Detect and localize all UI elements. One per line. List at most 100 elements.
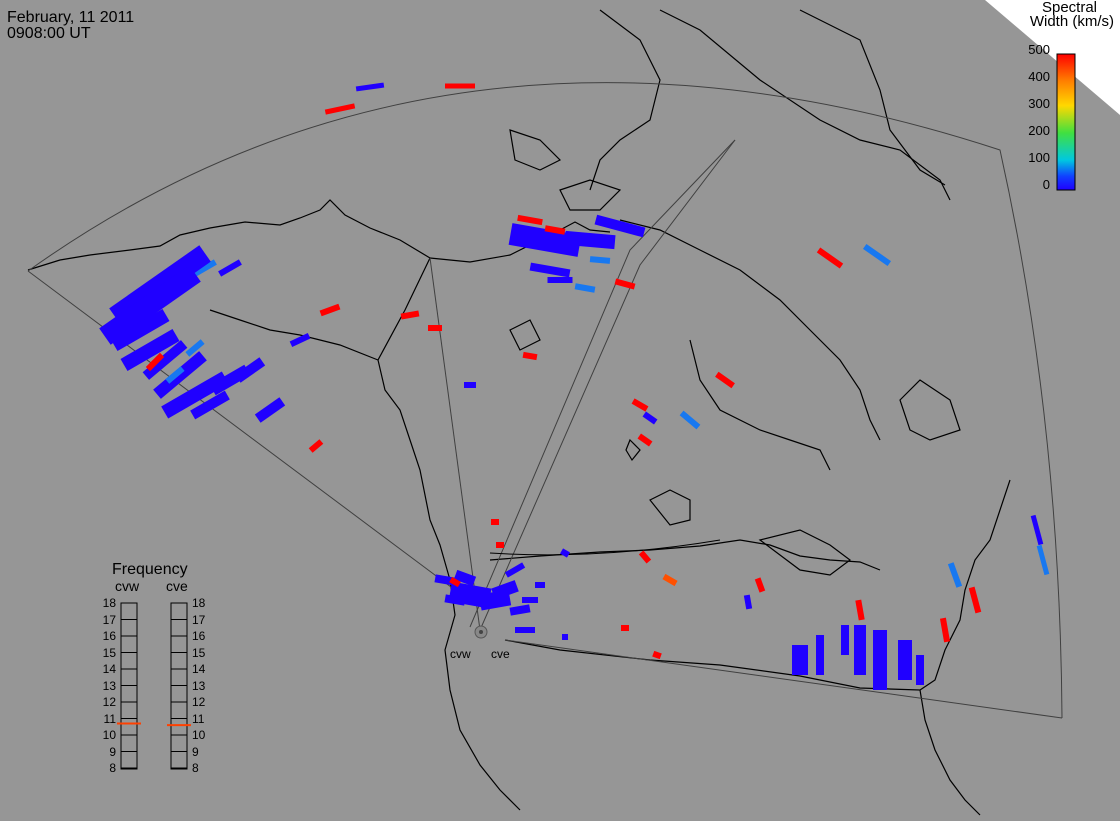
radar-echo-cell — [594, 214, 646, 238]
radar-echo-cell — [218, 259, 242, 277]
radar-echo-cell — [99, 265, 201, 345]
radar-echo-cell — [234, 357, 266, 383]
radar-echo-cell — [652, 650, 662, 660]
freq-scale-label: 17 — [192, 612, 206, 627]
radar-echo-cell — [193, 259, 217, 277]
freq-scale-label: 12 — [102, 695, 116, 709]
freq-scale-label: 8 — [109, 761, 116, 775]
radar-echo-cell — [662, 573, 678, 587]
radar-echo-cell — [165, 366, 185, 384]
radar-echo-cell — [491, 519, 499, 525]
radar-echo-cell — [515, 627, 535, 633]
freq-scale-label: 9 — [192, 744, 199, 759]
freq-scale-label: 14 — [102, 662, 116, 676]
colorbar-tick: 500 — [1028, 42, 1050, 57]
radar-echo-cell — [509, 604, 531, 616]
field-of-view — [27, 82, 1063, 719]
radar-echo-cell — [855, 599, 865, 621]
radar-echo-cell — [792, 645, 808, 675]
radar-echoes — [99, 82, 1050, 690]
freq-scale-label: 15 — [192, 645, 206, 660]
radar-echo-cell — [898, 640, 912, 680]
date-label: February, 11 2011 — [7, 9, 135, 26]
radar-echo-cell — [522, 351, 538, 361]
colorbar-tick: 400 — [1028, 69, 1050, 84]
colorbar-tick: 200 — [1028, 123, 1050, 138]
radar-echo-cell — [142, 340, 188, 380]
radar-echo-cell — [1036, 544, 1050, 576]
latitude-line — [489, 539, 721, 556]
freq-scale-label: 18 — [102, 596, 116, 610]
radar-echo-cell — [544, 225, 566, 235]
radar-echo-cell — [529, 262, 571, 278]
freq-scale-label: 12 — [192, 695, 206, 709]
coastlines — [27, 9, 1011, 816]
freq-scale-label: 8 — [192, 761, 199, 775]
radar-echo-cell — [968, 586, 982, 614]
radar-echo-cell — [355, 82, 385, 92]
radar-echo-cell — [110, 308, 170, 352]
radar-echo-cell — [522, 597, 538, 603]
radar-echo-cell — [535, 582, 545, 588]
radar-echo-cell — [449, 576, 461, 588]
radar-echo-cell — [743, 594, 753, 610]
radar-echo-cell — [679, 410, 701, 430]
site-label-cvw: cvw — [450, 647, 471, 661]
radar-echo-cell — [319, 303, 341, 317]
radar-echo-cell — [508, 223, 582, 257]
radar-echo-cell — [254, 397, 286, 423]
radar-echo-cell — [517, 214, 543, 226]
freq-scale-label: 11 — [192, 711, 205, 726]
freq-scale-label: 18 — [192, 596, 206, 610]
radar-echo-cell — [939, 617, 951, 643]
freq-scale-label: 9 — [109, 744, 116, 759]
colorbar-tick: 0 — [1042, 177, 1050, 192]
radar-echo-cell — [873, 630, 887, 690]
radar-echo-cell — [428, 325, 442, 331]
radar-echo-cell — [564, 230, 616, 250]
radar-site-dot — [479, 630, 483, 634]
radar-echo-cell — [308, 439, 324, 453]
time-label: 0908:00 UT — [7, 25, 91, 42]
radar-echo-cell — [816, 635, 824, 675]
radar-echo-cell — [562, 634, 568, 640]
freq-ticks — [121, 602, 187, 769]
colorbar-tick: 100 — [1028, 150, 1050, 165]
radar-echo-cell — [145, 352, 165, 372]
radar-echo-cell — [642, 411, 658, 425]
freq-scale-label: 16 — [192, 629, 206, 643]
freq-scale-label: 10 — [192, 728, 206, 742]
map-corner-blank — [985, 0, 1120, 115]
radar-echo-cell — [621, 625, 629, 631]
radar-echo-cell — [289, 333, 311, 347]
freq-radar-label-cvw: cvw — [115, 578, 140, 594]
freq-scale-label: 14 — [192, 662, 206, 676]
radar-echo-cell — [496, 542, 504, 548]
radar-echo-cell — [445, 83, 475, 89]
colorbar-title-line2: Width (km/s) — [1029, 13, 1114, 30]
radar-echo-cell — [161, 371, 229, 419]
radar-echo-cell — [862, 243, 892, 267]
freq-scale-label: 15 — [102, 645, 116, 660]
radar-echo-cell — [854, 625, 866, 675]
radar-echo-cell — [491, 580, 519, 600]
radar-echo-cell — [754, 577, 766, 593]
radar-echo-cell — [715, 371, 735, 389]
freq-scale-label: 16 — [102, 629, 116, 643]
radar-echo-cell — [1030, 514, 1044, 546]
radar-echo-cell — [400, 310, 420, 320]
radar-echo-cell — [947, 562, 963, 588]
freq-scale-label: 13 — [102, 678, 116, 693]
colorbar — [1056, 53, 1076, 191]
freq-radar-label-cve: cve — [166, 578, 188, 594]
radar-echo-cell — [504, 562, 526, 578]
radar-echo-cell — [453, 569, 477, 587]
freq-scale-label: 13 — [192, 678, 206, 693]
radar-echo-cell — [434, 574, 456, 586]
radar-echo-cell — [185, 339, 205, 357]
radar-echo-cell — [589, 256, 611, 264]
frequency-title: Frequency — [112, 561, 188, 578]
freq-scale-label: 17 — [102, 612, 116, 627]
radar-echo-cell — [547, 277, 573, 283]
